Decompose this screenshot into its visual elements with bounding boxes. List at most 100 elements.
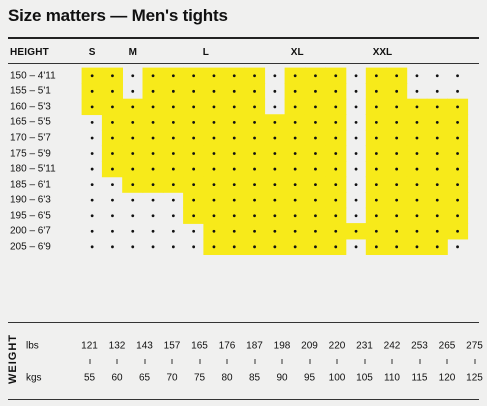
height-row-label: 150 – 4'11	[10, 70, 56, 82]
grid-dot	[456, 136, 459, 140]
grid-dot	[232, 74, 236, 78]
grid-dot	[90, 198, 94, 202]
grid-dot	[334, 121, 338, 124]
grid-dot	[253, 121, 256, 124]
grid-dot	[131, 136, 135, 140]
weight-tick-mark	[391, 359, 393, 364]
grid-dot	[456, 245, 459, 249]
kgs-tick-label: 95	[303, 372, 316, 384]
lbs-tick-label: 209	[301, 340, 318, 352]
grid-dot	[415, 89, 419, 93]
size-label-l: L	[202, 47, 209, 58]
grid-dot	[192, 229, 196, 233]
kgs-tick-label: 100	[328, 372, 346, 384]
grid-dot	[151, 89, 155, 93]
grid-dot	[253, 152, 256, 155]
grid-dot	[314, 229, 317, 233]
grid-dot	[131, 214, 135, 218]
grid-dot	[395, 245, 399, 249]
grid-dot	[435, 121, 439, 124]
grid-dot	[171, 121, 175, 124]
grid-dot	[151, 136, 155, 140]
grid-dot	[456, 89, 459, 93]
grid-dot	[273, 74, 277, 78]
grid-dot	[111, 74, 114, 78]
grid-dot	[293, 105, 297, 109]
grid-dot	[151, 74, 155, 78]
grid-dot	[314, 89, 317, 93]
weight-tick-mark	[474, 359, 475, 364]
grid-dot	[415, 198, 419, 202]
grid-dot	[232, 152, 236, 155]
grid-dot	[415, 245, 419, 249]
grid-dot	[435, 198, 439, 202]
grid-dot	[151, 214, 155, 218]
grid-dot	[314, 152, 317, 155]
grid-dot	[151, 198, 155, 202]
weight-tick-mark	[144, 359, 145, 364]
grid-dot	[374, 229, 378, 233]
grid-dot	[192, 74, 196, 78]
grid-dot	[171, 198, 175, 202]
grid-dot	[212, 121, 216, 124]
grid-dot	[374, 245, 378, 249]
lbs-unit-label: lbs	[26, 340, 39, 352]
size-label-s: S	[88, 47, 96, 58]
kgs-unit-label: kgs	[26, 372, 42, 384]
grid-dot	[212, 105, 216, 109]
grid-dot	[192, 152, 196, 155]
grid-dot	[171, 245, 175, 249]
grid-dot	[456, 121, 459, 124]
grid-dot	[273, 89, 277, 93]
weight-tick-mark	[336, 359, 338, 364]
grid-dot	[273, 167, 277, 171]
lbs-tick-label: 275	[466, 340, 483, 352]
grid-dot	[273, 183, 277, 187]
size-label-m: M	[128, 47, 137, 58]
grid-dot	[395, 136, 399, 140]
grid-dot	[374, 89, 378, 93]
grid-dot	[293, 89, 297, 93]
grid-dot	[212, 152, 216, 155]
grid-dot	[253, 245, 256, 249]
grid-dot	[314, 121, 317, 124]
height-row-label: 170 – 5'7	[10, 132, 51, 144]
grid-dot	[212, 245, 216, 249]
grid-dot	[293, 74, 297, 78]
grid-dot	[314, 183, 317, 187]
grid-dot	[111, 152, 114, 155]
lbs-tick-label: 132	[108, 340, 126, 352]
grid-dot	[374, 121, 378, 124]
grid-dot	[395, 121, 399, 124]
grid-dot	[171, 105, 175, 109]
grid-dot	[435, 183, 439, 187]
grid-dot	[395, 89, 399, 93]
weight-tick-mark	[116, 359, 118, 364]
grid-dot	[293, 229, 297, 233]
grid-dot	[293, 136, 297, 140]
grid-dot	[314, 214, 317, 218]
grid-dot	[171, 136, 175, 140]
grid-dot	[111, 89, 114, 93]
grid-dot	[395, 198, 399, 202]
grid-dot	[232, 136, 236, 140]
kgs-tick-label: 110	[384, 372, 400, 384]
grid-dot	[334, 105, 338, 109]
grid-dot	[192, 121, 196, 124]
lbs-tick-label: 198	[273, 340, 291, 352]
grid-dot	[90, 136, 94, 140]
grid-dot	[273, 105, 277, 109]
grid-dot	[395, 183, 399, 187]
grid-dot	[314, 198, 317, 202]
grid-dot	[435, 74, 439, 78]
grid-dot	[415, 214, 419, 218]
grid-dot	[232, 121, 236, 124]
lbs-tick-label: 253	[411, 340, 428, 352]
grid-dot	[171, 183, 175, 187]
grid-dot	[253, 89, 256, 93]
grid-dot	[395, 214, 399, 218]
grid-dot	[374, 198, 378, 202]
grid-dot	[90, 89, 94, 93]
weight-tick-mark	[419, 359, 420, 364]
